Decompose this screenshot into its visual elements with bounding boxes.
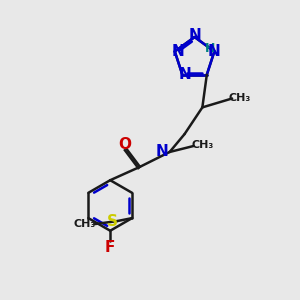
Text: N: N — [179, 67, 192, 82]
Text: CH₃: CH₃ — [228, 94, 250, 103]
Text: S: S — [107, 214, 118, 229]
Text: CH₃: CH₃ — [74, 219, 96, 229]
Text: CH₃: CH₃ — [191, 140, 214, 149]
Text: N: N — [188, 28, 201, 43]
Text: F: F — [105, 240, 116, 255]
Text: H: H — [205, 42, 215, 55]
Text: O: O — [118, 137, 132, 152]
Text: N: N — [155, 145, 168, 160]
Text: N: N — [208, 44, 221, 59]
Text: N: N — [171, 44, 184, 59]
